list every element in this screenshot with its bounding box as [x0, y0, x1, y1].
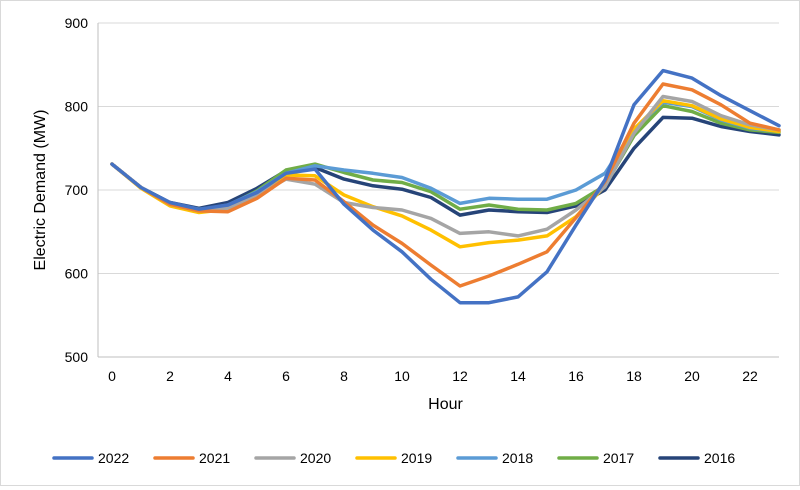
x-tick-label: 6	[282, 368, 290, 384]
x-tick-label: 14	[510, 368, 526, 384]
x-tick-label: 10	[394, 368, 410, 384]
series-line-2020	[110, 94, 781, 238]
x-tick-label: 2	[166, 368, 174, 384]
tick-labels: 500 600 700 800 900 0 2 4 6 8 10 12 14 16 18 20 22	[65, 15, 758, 384]
y-tick-label: 500	[65, 349, 89, 365]
x-tick-label: 8	[340, 368, 348, 384]
legend-label-2021: 2021	[199, 450, 230, 466]
axes	[97, 23, 779, 358]
legend-label-2018: 2018	[502, 450, 533, 466]
x-tick-label: 16	[568, 368, 584, 384]
y-tick-label: 700	[65, 182, 89, 198]
x-tick-label: 0	[108, 368, 116, 384]
x-tick-label: 22	[742, 368, 758, 384]
series-lines	[110, 68, 781, 305]
legend: 2022 2021 2020 2019 2018 2017 2016	[52, 450, 735, 466]
x-axis-title: Hour	[428, 396, 463, 413]
y-tick-label: 800	[65, 99, 89, 115]
x-tick-label: 18	[626, 368, 642, 384]
y-tick-label: 600	[65, 266, 89, 282]
legend-label-2016: 2016	[704, 450, 735, 466]
legend-label-2019: 2019	[401, 450, 432, 466]
gridlines	[98, 22, 779, 274]
series-line-2016	[110, 115, 781, 217]
legend-label-2020: 2020	[300, 450, 331, 466]
x-tick-label: 20	[684, 368, 700, 384]
x-tick-label: 4	[224, 368, 232, 384]
y-axis-title: Electric Demand (MW)	[32, 110, 49, 271]
legend-label-2022: 2022	[98, 450, 129, 466]
x-tick-label: 12	[452, 368, 468, 384]
series-line-2022	[110, 68, 781, 305]
series-line-2021	[110, 82, 781, 288]
legend-label-2017: 2017	[603, 450, 634, 466]
y-tick-label: 900	[65, 15, 89, 31]
